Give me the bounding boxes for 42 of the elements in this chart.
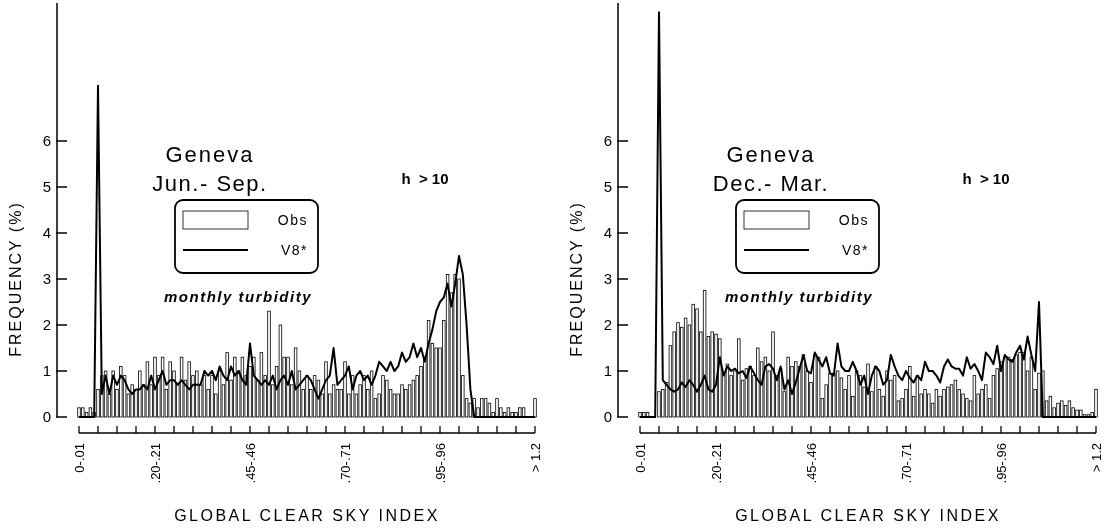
x-tick-label: .70-.71	[337, 443, 353, 484]
y-tick-label: 0	[603, 408, 612, 426]
y-tick-label: 4	[42, 224, 51, 242]
legend-label: Obs	[277, 211, 308, 228]
x-tick-label: > 1.2	[1088, 443, 1104, 473]
y-tick-label: 2	[42, 316, 51, 334]
y-tick-label: 6	[603, 132, 612, 150]
text: Dec.- Mar.	[712, 171, 830, 196]
x-axis-title: GLOBAL CLEAR SKY INDEX	[174, 507, 440, 524]
y-axis-title: FREQUENCY (%)	[568, 201, 585, 357]
x-tick-label: .95-.96	[432, 443, 448, 484]
legend-label: Obs	[838, 211, 869, 228]
x-tick-label: 0-.01	[71, 443, 87, 473]
x-tick-label: .20-.21	[147, 443, 163, 484]
y-tick-label: 3	[42, 270, 51, 288]
y-tick-label: 1	[603, 362, 612, 380]
x-tick-label: .20-.21	[708, 443, 724, 484]
y-tick-label: 3	[603, 270, 612, 288]
legend-label: V8*	[280, 241, 308, 258]
legend-label: V8*	[841, 241, 869, 258]
y-tick-label: 0	[42, 408, 51, 426]
x-tick-label: .70-.71	[898, 443, 914, 484]
text: Jun.- Sep.	[152, 171, 268, 196]
y-tick-label: 1	[42, 362, 51, 380]
y-axis-title: FREQUENCY (%)	[7, 201, 24, 357]
text: Geneva	[726, 142, 816, 167]
y-tick-label: 4	[603, 224, 612, 242]
x-tick-label: > 1.2	[527, 443, 543, 473]
x-tick-label: .45-.46	[242, 443, 258, 484]
x-tick-label: .95-.96	[993, 443, 1009, 484]
x-axis-title: GLOBAL CLEAR SKY INDEX	[735, 507, 1001, 524]
text: Geneva	[165, 142, 255, 167]
y-tick-label: 6	[42, 132, 51, 150]
x-tick-label: .45-.46	[803, 443, 819, 484]
annotation: monthly turbidity	[725, 288, 873, 305]
x-tick-label: 0-.01	[632, 443, 648, 473]
annotation: monthly turbidity	[164, 288, 312, 305]
y-tick-label: 5	[603, 178, 612, 196]
annotation: h > 10	[962, 170, 1010, 187]
y-tick-label: 5	[42, 178, 51, 196]
y-tick-label: 2	[603, 316, 612, 334]
annotation: h > 10	[401, 170, 449, 187]
